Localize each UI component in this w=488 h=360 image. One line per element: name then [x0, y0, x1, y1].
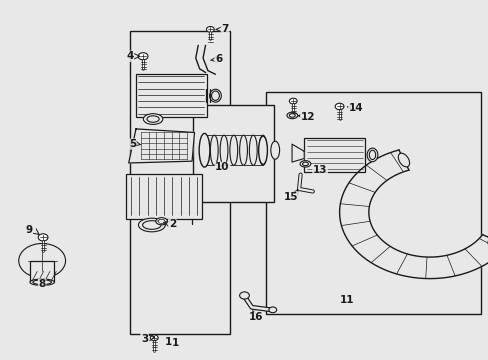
Ellipse shape	[200, 135, 208, 165]
Text: 12: 12	[300, 112, 314, 122]
Ellipse shape	[138, 218, 165, 232]
Circle shape	[289, 98, 297, 104]
Text: 9: 9	[25, 225, 33, 235]
Bar	[193, 105, 273, 202]
Text: 1: 1	[171, 338, 178, 348]
Ellipse shape	[229, 135, 237, 165]
Ellipse shape	[209, 89, 221, 102]
Ellipse shape	[220, 135, 227, 165]
Polygon shape	[339, 150, 488, 279]
Circle shape	[19, 243, 65, 278]
Bar	[130, 31, 229, 334]
Bar	[304, 138, 365, 172]
Polygon shape	[291, 144, 304, 162]
Ellipse shape	[258, 136, 267, 165]
Ellipse shape	[147, 116, 159, 122]
Bar	[126, 174, 202, 219]
Ellipse shape	[33, 280, 51, 284]
Circle shape	[206, 27, 214, 32]
Polygon shape	[195, 45, 215, 74]
Text: 13: 13	[312, 165, 326, 175]
Text: 4: 4	[126, 51, 133, 61]
Ellipse shape	[239, 135, 247, 165]
Text: 14: 14	[347, 103, 362, 113]
Circle shape	[138, 53, 148, 60]
Ellipse shape	[270, 141, 279, 159]
Ellipse shape	[142, 221, 161, 229]
Bar	[266, 92, 480, 315]
Ellipse shape	[156, 218, 167, 225]
Ellipse shape	[289, 114, 295, 117]
Text: 11: 11	[339, 295, 353, 305]
Text: 2: 2	[168, 219, 176, 229]
Polygon shape	[128, 129, 194, 163]
Ellipse shape	[249, 135, 257, 165]
Text: 15: 15	[283, 192, 298, 202]
Ellipse shape	[199, 134, 209, 167]
Bar	[30, 261, 54, 282]
Text: 3: 3	[141, 333, 148, 343]
Ellipse shape	[302, 162, 308, 166]
Text: 7: 7	[221, 24, 228, 35]
Text: 8: 8	[39, 279, 46, 289]
Circle shape	[268, 307, 276, 313]
Bar	[136, 74, 206, 117]
Circle shape	[38, 234, 48, 241]
Text: 10: 10	[215, 162, 229, 172]
Ellipse shape	[487, 234, 488, 247]
Text: 16: 16	[248, 312, 263, 322]
Ellipse shape	[368, 150, 375, 159]
Circle shape	[239, 292, 249, 299]
Ellipse shape	[366, 148, 377, 162]
Ellipse shape	[397, 153, 409, 167]
Text: 6: 6	[215, 54, 222, 64]
Circle shape	[334, 103, 343, 110]
Ellipse shape	[286, 112, 297, 119]
Circle shape	[150, 335, 158, 341]
Ellipse shape	[259, 135, 266, 165]
Ellipse shape	[210, 135, 218, 165]
Text: 1: 1	[165, 337, 172, 347]
Ellipse shape	[300, 161, 310, 167]
Ellipse shape	[30, 279, 54, 285]
Text: 5: 5	[128, 139, 136, 149]
Ellipse shape	[143, 114, 163, 125]
Ellipse shape	[211, 91, 219, 100]
